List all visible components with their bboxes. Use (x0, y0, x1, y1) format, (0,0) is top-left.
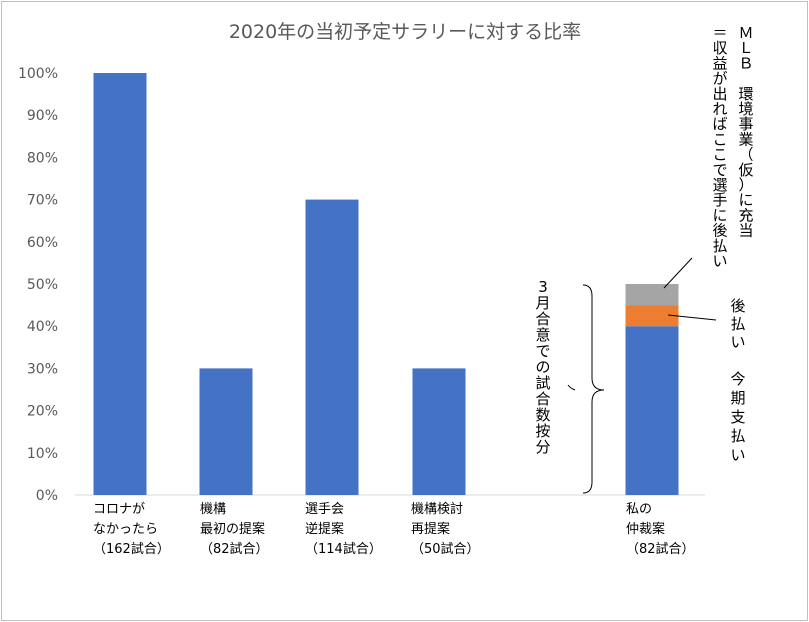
bar-segment-0 (412, 368, 466, 495)
brace-tail (567, 384, 576, 391)
y-tick-label: 40% (27, 319, 58, 335)
bar-segment-2 (625, 284, 679, 306)
category-label: （114試合） (305, 541, 382, 557)
bar-segment-1 (625, 305, 679, 327)
category-label: 機構検討 (411, 501, 463, 517)
category-label: 私の (626, 502, 652, 517)
category-label: 選手会 (305, 502, 344, 517)
category-label: （50試合） (411, 541, 480, 557)
y-tick-label: 30% (27, 361, 58, 377)
y-axis-ticks: 0% 10% 20% 30% 40% 50% 60% 70% 80% 90% 100% (18, 66, 58, 504)
brace-label: 3 月合意での試合数按分 (535, 278, 550, 456)
y-tick-label: 50% (27, 277, 58, 293)
bars (93, 73, 679, 495)
y-tick-label: 20% (27, 404, 58, 420)
y-tick-label: 10% (27, 446, 58, 462)
bar-segment-0 (199, 368, 253, 495)
chart-title: 2020年の当初予定サラリーに対する比率 (229, 21, 581, 43)
gray-segment-label: ＭＬＢ 環境事業（仮）に充当 ＝収益が出ればここで選手に後払い (712, 24, 753, 270)
category-label: （82試合） (626, 541, 695, 557)
category-label: 機構 (200, 502, 226, 517)
gray-label-line: ＝収益が出ればここで選手に後払い (712, 24, 727, 270)
gray-callout-line (663, 257, 693, 289)
y-tick-label: 80% (27, 150, 58, 166)
category-label: 最初の提案 (200, 521, 265, 537)
category-label: 再提案 (411, 521, 450, 537)
category-label: 逆提案 (305, 521, 344, 537)
category-label: なかったら (93, 522, 158, 537)
y-tick-label: 70% (27, 193, 58, 209)
y-tick-label: 60% (27, 235, 58, 251)
gray-label-line: ＭＬＢ 環境事業（仮）に充当 (738, 24, 753, 240)
brace-bracket (582, 284, 605, 494)
y-tick-label: 100% (18, 66, 58, 82)
orange-segment-label: 後払い (730, 297, 745, 351)
bar-segment-0 (305, 199, 359, 495)
orange-callout-line (667, 314, 717, 321)
category-label: （162試合） (93, 541, 170, 557)
bar-segment-0 (625, 326, 679, 495)
category-label: （82試合） (200, 541, 269, 557)
category-label: コロナが (93, 502, 145, 517)
category-label: 仲裁案 (626, 521, 665, 537)
y-tick-label: 0% (36, 488, 58, 504)
blue-segment-label: 今期支払い (730, 370, 745, 464)
y-tick-label: 90% (27, 108, 58, 124)
bar-segment-0 (93, 73, 147, 495)
